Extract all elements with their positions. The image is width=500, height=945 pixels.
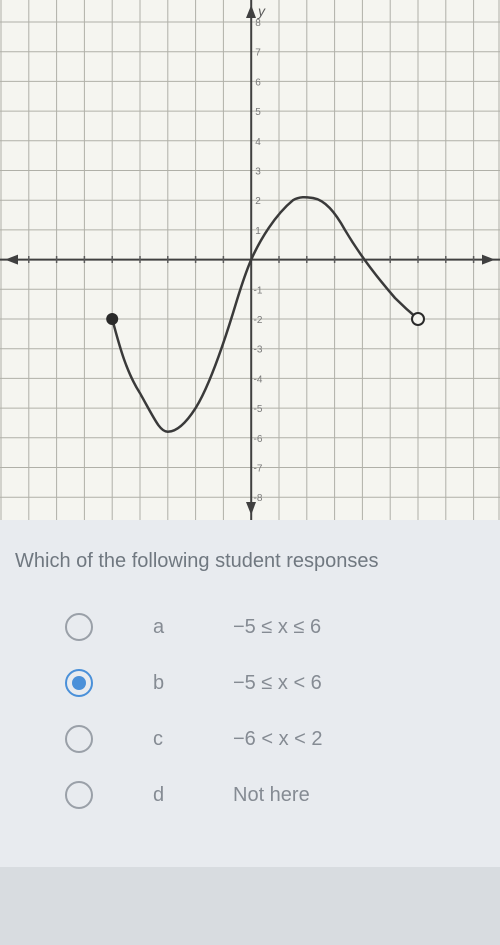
option-letter: b [153, 672, 173, 695]
svg-text:-7: -7 [254, 464, 263, 475]
svg-text:2: 2 [255, 196, 261, 207]
option-b[interactable]: b −5 ≤ x < 6 [65, 669, 485, 697]
coordinate-chart: y 8 7 6 5 4 3 2 1 -1 -2 -3 -4 -5 -6 -7 -… [0, 0, 500, 520]
svg-text:4: 4 [255, 137, 261, 148]
option-d[interactable]: d Not here [65, 781, 485, 809]
svg-text:-2: -2 [254, 315, 263, 326]
option-letter: a [153, 616, 173, 639]
option-text: Not here [233, 784, 310, 807]
svg-text:-5: -5 [254, 404, 263, 415]
option-letter: d [153, 784, 173, 807]
radio-b[interactable] [65, 669, 93, 697]
svg-text:-8: -8 [254, 493, 263, 504]
option-a[interactable]: a −5 ≤ x ≤ 6 [65, 613, 485, 641]
closed-endpoint-marker [106, 313, 118, 325]
svg-text:6: 6 [255, 77, 261, 88]
option-letter: c [153, 728, 173, 751]
open-endpoint-marker [412, 313, 424, 325]
option-text: −5 ≤ x < 6 [233, 672, 322, 695]
option-c[interactable]: c −6 < x < 2 [65, 725, 485, 753]
svg-text:-4: -4 [254, 374, 263, 385]
svg-text:-1: -1 [254, 285, 263, 296]
options-list: a −5 ≤ x ≤ 6 b −5 ≤ x < 6 c −6 < x < 2 d… [15, 613, 485, 809]
svg-text:7: 7 [255, 48, 261, 59]
chart-container: y 8 7 6 5 4 3 2 1 -1 -2 -3 -4 -5 -6 -7 -… [0, 0, 500, 520]
option-text: −5 ≤ x ≤ 6 [233, 616, 321, 639]
svg-text:-6: -6 [254, 434, 263, 445]
svg-text:3: 3 [255, 167, 261, 178]
svg-text:8: 8 [255, 18, 261, 29]
radio-a[interactable] [65, 613, 93, 641]
radio-c[interactable] [65, 725, 93, 753]
svg-text:5: 5 [255, 107, 261, 118]
question-text: Which of the following student responses [15, 550, 485, 573]
y-axis-label: y [257, 3, 266, 19]
radio-d[interactable] [65, 781, 93, 809]
svg-text:-3: -3 [254, 345, 263, 356]
svg-text:1: 1 [255, 226, 261, 237]
question-area: Which of the following student responses… [0, 520, 500, 867]
option-text: −6 < x < 2 [233, 728, 323, 751]
